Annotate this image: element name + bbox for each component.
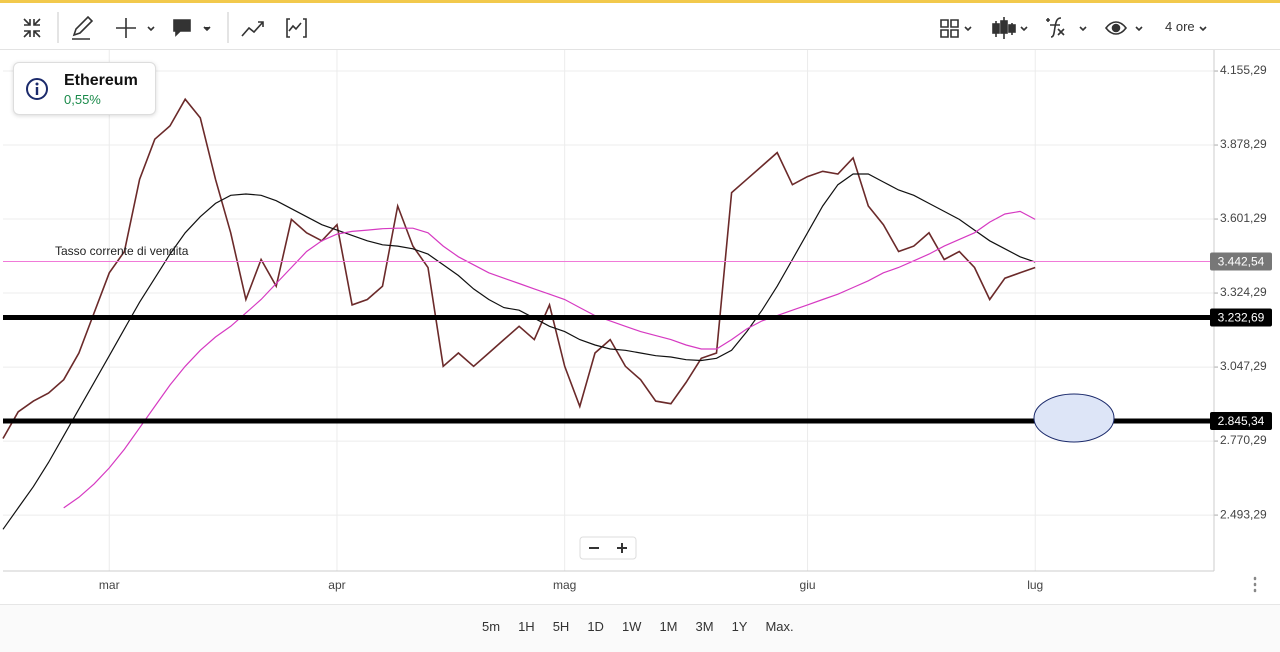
indicator-icon[interactable] xyxy=(286,18,307,38)
y-tick-label: 2.493,29 xyxy=(1220,507,1267,521)
timeframe-button[interactable]: 3M xyxy=(695,619,714,634)
draw-icon[interactable] xyxy=(72,15,94,40)
timeframe-button[interactable]: 1M xyxy=(659,619,678,634)
timeframe-button[interactable]: Max. xyxy=(765,619,794,634)
timeframe-button[interactable]: 1D xyxy=(587,619,604,634)
trend-icon[interactable] xyxy=(241,21,264,37)
price-label-box xyxy=(1210,252,1272,271)
timeframe-bar: 5m 1H 5H 1D 1W 1M 3M 1Y Max. xyxy=(0,604,1280,652)
y-tick-label: 3.047,29 xyxy=(1220,359,1267,373)
view-icon[interactable] xyxy=(1104,21,1207,35)
timeframe-row: 5m 1H 5H 1D 1W 1M 3M 1Y Max. xyxy=(473,619,803,634)
layout-icon[interactable] xyxy=(940,19,972,38)
zoom-box xyxy=(579,536,637,560)
timeframe-button[interactable]: 1Y xyxy=(731,619,748,634)
x-tick-label: lug xyxy=(1027,578,1043,592)
toolbar-icons xyxy=(23,12,1207,43)
instrument-name: Ethereum xyxy=(64,72,138,89)
price-label: 3.232,69 xyxy=(1218,311,1265,325)
timeframe-button[interactable]: 1W xyxy=(621,619,642,634)
x-tick-label: apr xyxy=(328,578,345,592)
price-label-box xyxy=(1210,412,1272,431)
zoom-out xyxy=(589,543,627,553)
zoom-controls[interactable] xyxy=(579,536,637,560)
series-line xyxy=(2,97,1036,439)
timeframe-button[interactable]: 5m xyxy=(482,619,501,634)
info-icon xyxy=(26,78,48,100)
toolbar: 4 ore xyxy=(0,3,1280,50)
crosshair-icon[interactable] xyxy=(116,18,155,38)
timeframe-button[interactable]: 1H xyxy=(518,619,535,634)
y-tick-label: 3.324,29 xyxy=(1220,285,1267,299)
x-tick-label: mar xyxy=(99,578,120,592)
y-tick-label: 3.601,29 xyxy=(1220,211,1267,225)
instrument-card[interactable]: Ethereum 0,55% xyxy=(13,62,156,115)
x-tick-label: giu xyxy=(800,578,816,592)
y-tick-label: 3.878,29 xyxy=(1220,137,1267,151)
series-line xyxy=(2,173,1036,530)
x-tick-label: mag xyxy=(553,578,576,592)
price-label: 2.845,34 xyxy=(1218,414,1265,428)
plot-area xyxy=(3,50,1214,571)
collapse-icon[interactable] xyxy=(23,18,41,38)
fx-icon[interactable] xyxy=(1046,17,1087,38)
series-line xyxy=(63,210,1036,509)
y-tick-label: 4.155,29 xyxy=(1220,63,1267,77)
marker-ellipse xyxy=(1033,393,1115,443)
y-tick-label: 2.770,29 xyxy=(1220,433,1267,447)
timeframe-button[interactable]: 5H xyxy=(552,619,570,634)
comment-icon[interactable] xyxy=(173,19,211,37)
price-label: 3.442,54 xyxy=(1218,255,1265,269)
instrument-change: 0,55% xyxy=(64,92,101,107)
top-strip xyxy=(0,0,1280,3)
price-label-box xyxy=(1210,308,1272,327)
annotation: Tasso corrente di vendita xyxy=(55,244,189,258)
chart: 2.493,29 2.770,29 3.047,29 3.324,29 3.601,29… xyxy=(2,50,1272,593)
interval-select[interactable]: 4 ore xyxy=(1165,19,1195,34)
